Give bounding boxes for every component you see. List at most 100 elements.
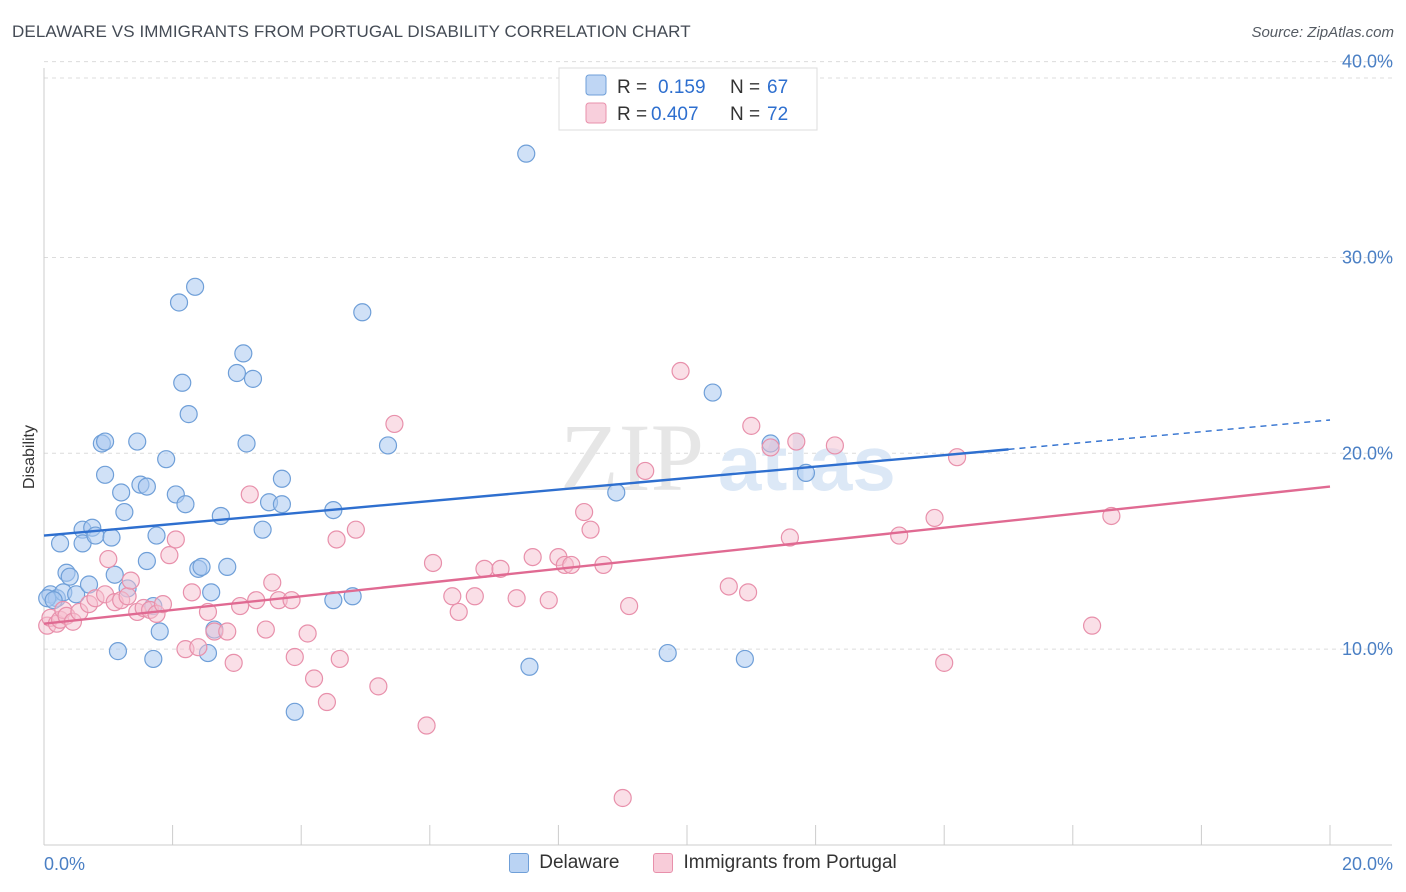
point-portugal-54 — [523, 547, 542, 567]
series-delaware — [38, 144, 816, 721]
legend-swatch-delaware — [585, 74, 607, 96]
trend-lines — [43, 419, 1331, 625]
point-portugal-49 — [449, 602, 468, 622]
point-delaware-13 — [95, 432, 115, 451]
point-delaware-41 — [211, 506, 230, 526]
point-portugal-52 — [491, 559, 510, 578]
point-portugal-22 — [166, 530, 185, 549]
y-tick-labels: 10.0% 20.0% 30.0% 40.0% — [1342, 52, 1393, 660]
bottom-legend: Delaware Immigrants from Portugal — [0, 852, 1406, 874]
point-delaware-25 — [144, 649, 163, 669]
legend-r-value-portugal: 0.407 — [651, 104, 699, 125]
trend-line-delaware — [43, 448, 1009, 537]
point-delaware-6 — [67, 585, 86, 604]
point-portugal-20 — [153, 594, 173, 614]
point-portugal-29 — [224, 653, 243, 672]
point-portugal-77 — [1082, 616, 1102, 635]
legend-n-label-delaware: N = — [730, 77, 760, 98]
point-delaware-39 — [202, 583, 221, 602]
point-delaware-32 — [173, 373, 192, 392]
point-portugal-64 — [636, 461, 655, 481]
point-delaware-35 — [186, 277, 205, 296]
point-portugal-69 — [761, 438, 780, 457]
point-delaware-37 — [192, 557, 211, 576]
point-portugal-25 — [189, 638, 208, 657]
point-portugal-45 — [385, 414, 404, 434]
point-portugal-39 — [304, 669, 324, 688]
point-delaware-42 — [218, 557, 237, 576]
point-delaware-61 — [703, 383, 722, 402]
point-portugal-75 — [935, 653, 954, 672]
point-delaware-55 — [353, 303, 372, 322]
point-portugal-43 — [346, 520, 365, 539]
point-delaware-23 — [137, 551, 156, 571]
point-delaware-56 — [378, 436, 398, 455]
axes — [43, 68, 1392, 846]
point-delaware-15 — [102, 528, 121, 547]
point-portugal-76 — [947, 448, 967, 467]
point-portugal-72 — [825, 436, 844, 455]
x-tick-label-max: 20.0% — [1342, 854, 1393, 874]
point-portugal-78 — [1102, 506, 1121, 526]
point-portugal-73 — [890, 526, 909, 545]
point-delaware-57 — [517, 144, 536, 163]
point-portugal-60 — [581, 520, 600, 539]
bottom-legend-portugal: Immigrants from Portugal — [653, 852, 897, 874]
point-portugal-37 — [285, 647, 304, 667]
bottom-legend-delaware: Delaware — [509, 852, 619, 874]
point-portugal-30 — [231, 596, 250, 616]
legend-n-value-delaware: 67 — [767, 77, 788, 98]
point-portugal-59 — [575, 502, 594, 522]
point-portugal-11 — [99, 549, 118, 569]
point-portugal-63 — [620, 596, 639, 616]
legend-swatch-portugal — [585, 102, 607, 124]
point-delaware-24 — [137, 477, 156, 496]
point-delaware-34 — [179, 405, 198, 424]
y-tick-label-20: 20.0% — [1342, 443, 1393, 463]
point-delaware-17 — [108, 642, 128, 661]
y-tick-label-40: 40.0% — [1342, 52, 1393, 72]
point-delaware-49 — [272, 469, 292, 488]
point-portugal-65 — [671, 361, 690, 381]
point-delaware-43 — [227, 363, 246, 383]
legend-n-label-portugal: N = — [730, 104, 760, 125]
series-portugal — [38, 361, 1121, 808]
point-delaware-14 — [95, 465, 115, 484]
legend-n-value-portugal: 72 — [767, 104, 788, 125]
point-delaware-33 — [176, 495, 195, 514]
point-delaware-46 — [243, 369, 263, 388]
point-portugal-58 — [562, 555, 581, 575]
bottom-legend-label-portugal: Immigrants from Portugal — [683, 852, 897, 873]
legend-r-label-delaware: R = — [617, 77, 647, 98]
point-portugal-34 — [263, 573, 282, 592]
legend-r-value-delaware: 0.159 — [658, 77, 706, 98]
point-delaware-18 — [112, 483, 131, 502]
point-delaware-27 — [147, 526, 166, 545]
point-delaware-19 — [115, 502, 134, 522]
legend-r-label-portugal: R = — [617, 104, 647, 125]
point-portugal-42 — [330, 649, 349, 669]
point-portugal-24 — [182, 583, 201, 602]
point-portugal-46 — [417, 716, 436, 735]
bottom-legend-swatch-delaware — [509, 853, 530, 873]
point-portugal-28 — [218, 622, 237, 641]
point-delaware-31 — [169, 293, 189, 312]
point-portugal-31 — [240, 485, 259, 504]
point-portugal-62 — [613, 788, 632, 808]
point-portugal-71 — [787, 432, 806, 451]
point-portugal-67 — [738, 583, 758, 602]
point-portugal-14 — [118, 587, 137, 606]
point-portugal-36 — [282, 591, 301, 610]
point-portugal-41 — [327, 530, 346, 549]
point-delaware-47 — [253, 520, 272, 539]
point-portugal-51 — [475, 559, 494, 578]
y-axis-label: Disability — [21, 425, 38, 489]
bottom-legend-label-delaware: Delaware — [539, 852, 620, 873]
point-delaware-29 — [157, 450, 176, 469]
point-portugal-74 — [925, 508, 944, 528]
point-portugal-40 — [317, 692, 337, 712]
point-portugal-33 — [256, 620, 275, 639]
point-portugal-44 — [369, 677, 388, 696]
point-delaware-5 — [60, 567, 79, 586]
